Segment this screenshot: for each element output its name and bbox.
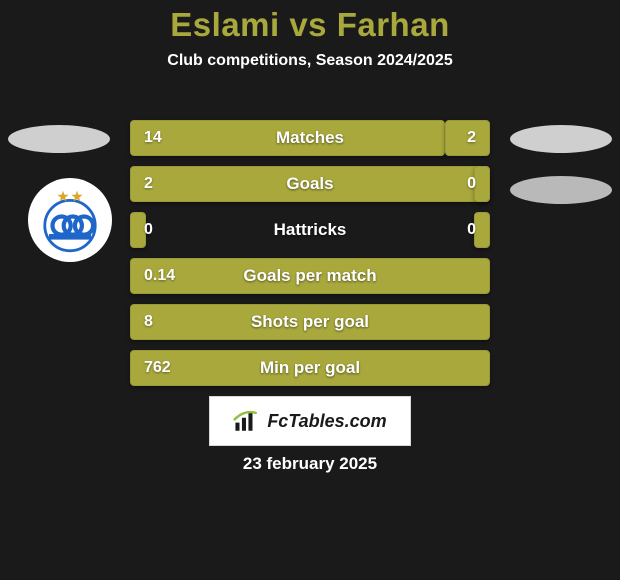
stat-row: 8 Shots per goal <box>130 304 490 340</box>
stat-row: 762 Min per goal <box>130 350 490 386</box>
stat-label: Matches <box>276 128 344 148</box>
fctables-label: FcTables.com <box>267 411 386 432</box>
stat-value-right: 0 <box>467 221 476 239</box>
stat-rows: 14 2 Matches 2 0 Goals 0 0 Hattricks 0.14 Goals pe… <box>130 120 490 396</box>
stat-row: 0.14 Goals per match <box>130 258 490 294</box>
stat-label: Goals <box>286 174 333 194</box>
stat-value-left: 0.14 <box>144 267 175 285</box>
stat-value-left: 0 <box>144 221 153 239</box>
stat-row: 0 0 Hattricks <box>130 212 490 248</box>
fctables-icon <box>233 408 259 434</box>
stat-row: 2 0 Goals <box>130 166 490 202</box>
stat-label: Hattricks <box>274 220 347 240</box>
fctables-logo-card: FcTables.com <box>209 396 411 446</box>
stat-label: Shots per goal <box>251 312 369 332</box>
stat-value-left: 762 <box>144 359 171 377</box>
stat-label: Goals per match <box>243 266 376 286</box>
player-right-placeholder <box>510 125 612 153</box>
subtitle: Club competitions, Season 2024/2025 <box>0 52 620 70</box>
stat-value-right: 0 <box>467 175 476 193</box>
stat-row: 14 2 Matches <box>130 120 490 156</box>
footer-date: 23 february 2025 <box>0 454 620 474</box>
stat-label: Min per goal <box>260 358 360 378</box>
stat-bar-right <box>474 212 490 248</box>
club-badge-icon <box>35 185 105 255</box>
page-title: Eslami vs Farhan <box>0 6 620 44</box>
club-right-placeholder <box>510 176 612 204</box>
stat-bar-right <box>474 166 490 202</box>
player-left-placeholder <box>8 125 110 153</box>
stat-value-left: 8 <box>144 313 153 331</box>
club-badge-left <box>28 178 112 262</box>
stat-value-left: 14 <box>144 129 162 147</box>
stat-value-right: 2 <box>467 129 476 147</box>
stat-value-left: 2 <box>144 175 153 193</box>
